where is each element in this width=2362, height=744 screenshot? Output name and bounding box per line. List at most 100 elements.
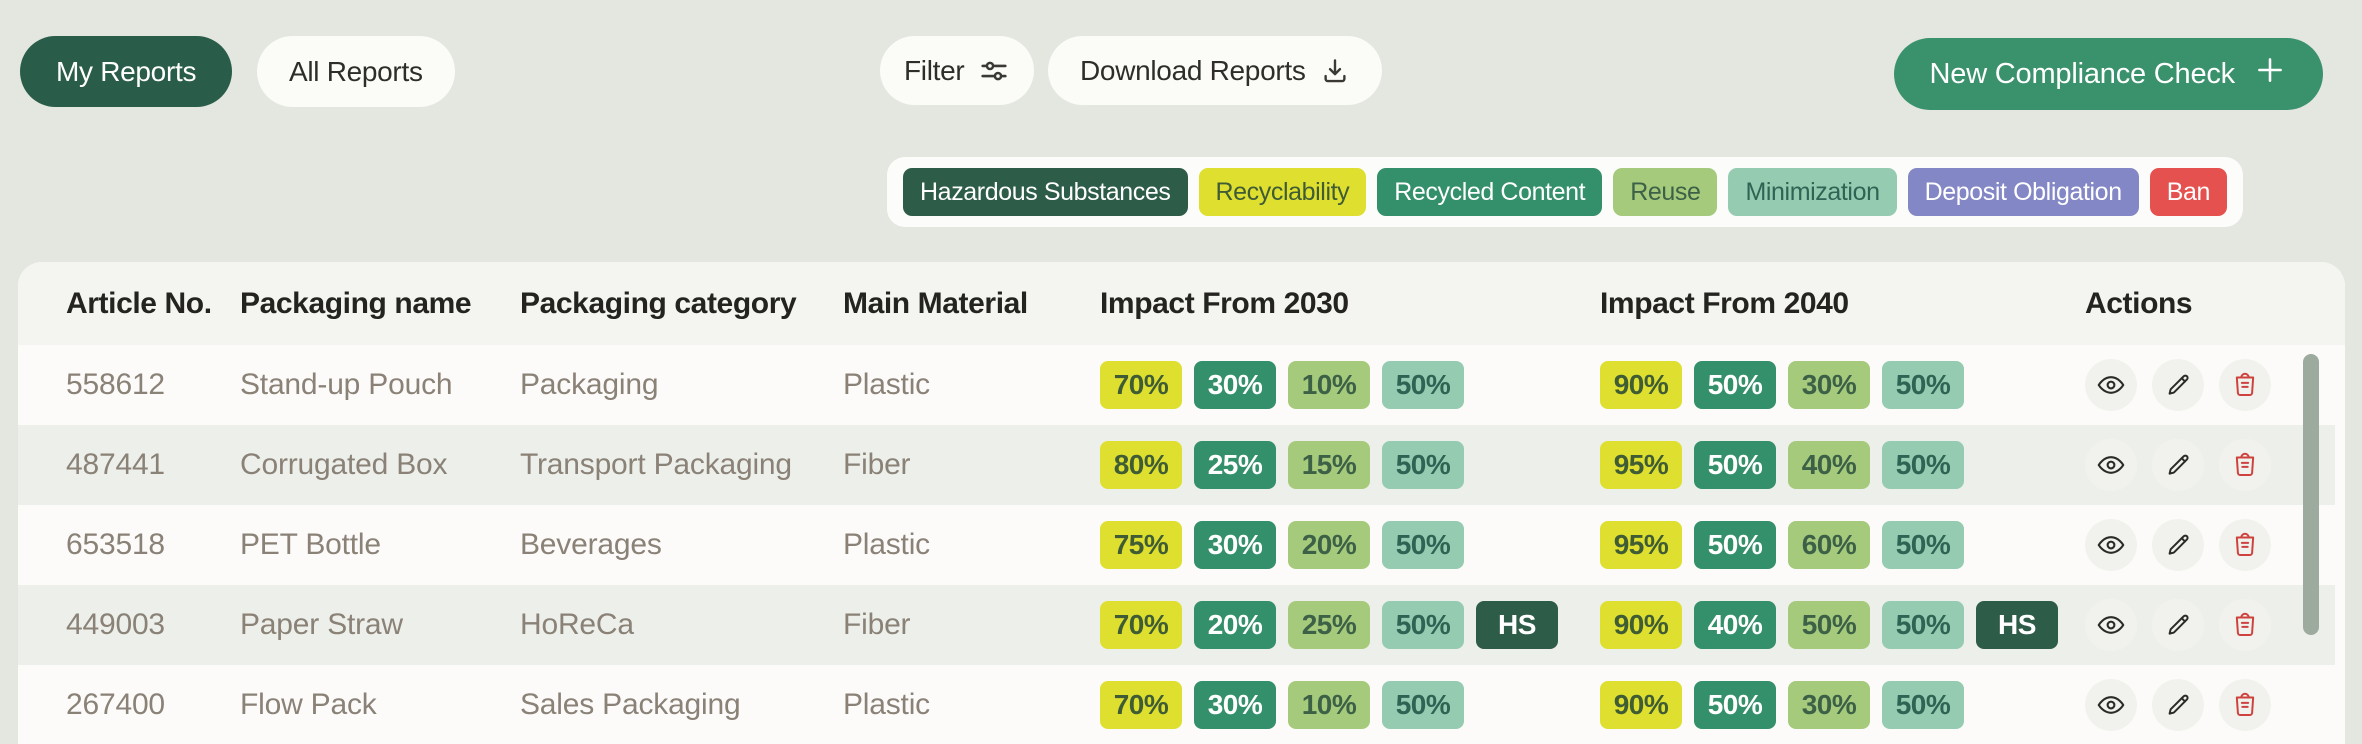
delete-button[interactable] <box>2219 359 2271 411</box>
impact-badge-recyclability: 70% <box>1100 361 1182 409</box>
legend-tag-recyclability[interactable]: Recyclability <box>1199 168 1367 216</box>
impact-badge-recyclability: 90% <box>1600 601 1682 649</box>
reports-table: Article No. Packaging name Packaging cat… <box>18 262 2345 744</box>
delete-button[interactable] <box>2219 679 2271 731</box>
edit-button[interactable] <box>2152 599 2204 651</box>
cell-main-material: Plastic <box>843 688 1100 722</box>
legend-tag-recycled-content[interactable]: Recycled Content <box>1377 168 1602 216</box>
pencil-icon <box>2164 371 2192 399</box>
table-body: 558612 Stand-up Pouch Packaging Plastic … <box>18 345 2345 744</box>
legend-tag-minimization[interactable]: Minimization <box>1728 168 1896 216</box>
trash-icon <box>2231 531 2259 559</box>
cell-article-no: 653518 <box>66 528 240 562</box>
impact-badge-recycled-content: 50% <box>1694 681 1776 729</box>
impact-badge-minimization: 50% <box>1882 521 1964 569</box>
impact-2030-badges: 80%25%15%50% <box>1100 441 1600 489</box>
plus-icon <box>2253 53 2287 95</box>
column-header-main-material: Main Material <box>843 287 1100 321</box>
cell-packaging-category: Transport Packaging <box>520 448 843 482</box>
legend-tag-deposit-obligation[interactable]: Deposit Obligation <box>1908 168 2139 216</box>
impact-badge-recycled-content: 25% <box>1194 441 1276 489</box>
eye-icon <box>2096 610 2126 640</box>
impact-2030-badges: 70%30%10%50% <box>1100 361 1600 409</box>
impact-badge-minimization: 50% <box>1382 361 1464 409</box>
vertical-scrollbar-thumb[interactable] <box>2303 354 2319 635</box>
trash-icon <box>2231 611 2259 639</box>
impact-2040-badges: 90%50%30%50% <box>1600 361 2085 409</box>
column-header-impact-2030: Impact From 2030 <box>1100 287 1600 321</box>
impact-2030-badges: 70%20%25%50%HS <box>1100 601 1600 649</box>
tab-all-reports[interactable]: All Reports <box>257 36 455 107</box>
impact-badge-minimization: 50% <box>1382 601 1464 649</box>
cell-packaging-category: Beverages <box>520 528 843 562</box>
cell-packaging-name: Paper Straw <box>240 608 520 642</box>
impact-badge-recyclability: 75% <box>1100 521 1182 569</box>
impact-badge-recycled-content: 30% <box>1194 681 1276 729</box>
filter-button-label: Filter <box>904 55 964 87</box>
cell-packaging-name: Flow Pack <box>240 688 520 722</box>
impact-badge-reuse: 10% <box>1288 361 1370 409</box>
column-header-packaging-name: Packaging name <box>240 287 520 321</box>
impact-legend: Hazardous SubstancesRecyclabilityRecycle… <box>887 157 2243 227</box>
legend-tag-reuse[interactable]: Reuse <box>1613 168 1717 216</box>
impact-badge-hazardous: HS <box>1976 601 2058 649</box>
delete-button[interactable] <box>2219 599 2271 651</box>
impact-badge-recyclability: 80% <box>1100 441 1182 489</box>
impact-2030-badges: 70%30%10%50% <box>1100 681 1600 729</box>
new-compliance-check-label: New Compliance Check <box>1930 58 2235 91</box>
impact-badge-reuse: 30% <box>1788 361 1870 409</box>
edit-button[interactable] <box>2152 679 2204 731</box>
impact-badge-recycled-content: 30% <box>1194 521 1276 569</box>
trash-icon <box>2231 691 2259 719</box>
tab-my-reports[interactable]: My Reports <box>20 36 232 107</box>
row-actions <box>2085 439 2271 491</box>
cell-packaging-category: HoReCa <box>520 608 843 642</box>
filter-button[interactable]: Filter <box>880 36 1034 105</box>
impact-badge-recycled-content: 40% <box>1694 601 1776 649</box>
view-button[interactable] <box>2085 359 2137 411</box>
edit-button[interactable] <box>2152 359 2204 411</box>
cell-main-material: Plastic <box>843 528 1100 562</box>
table-row: 558612 Stand-up Pouch Packaging Plastic … <box>18 345 2335 425</box>
trash-icon <box>2231 371 2259 399</box>
table-header-row: Article No. Packaging name Packaging cat… <box>18 262 2345 345</box>
impact-badge-recyclability: 95% <box>1600 521 1682 569</box>
impact-badge-recycled-content: 20% <box>1194 601 1276 649</box>
view-button[interactable] <box>2085 599 2137 651</box>
impact-badge-minimization: 50% <box>1382 441 1464 489</box>
column-header-impact-2040: Impact From 2040 <box>1600 287 2085 321</box>
cell-packaging-category: Packaging <box>520 368 843 402</box>
cell-main-material: Fiber <box>843 448 1100 482</box>
edit-button[interactable] <box>2152 519 2204 571</box>
impact-badge-recyclability: 90% <box>1600 681 1682 729</box>
impact-badge-reuse: 25% <box>1288 601 1370 649</box>
view-button[interactable] <box>2085 519 2137 571</box>
column-header-article-no: Article No. <box>66 287 240 321</box>
new-compliance-check-button[interactable]: New Compliance Check <box>1894 38 2323 110</box>
download-reports-button[interactable]: Download Reports <box>1048 36 1382 105</box>
cell-packaging-name: Corrugated Box <box>240 448 520 482</box>
view-button[interactable] <box>2085 439 2137 491</box>
legend-tag-ban[interactable]: Ban <box>2150 168 2227 216</box>
impact-badge-reuse: 15% <box>1288 441 1370 489</box>
impact-badge-hazardous: HS <box>1476 601 1558 649</box>
eye-icon <box>2096 690 2126 720</box>
download-icon <box>1320 56 1350 86</box>
view-button[interactable] <box>2085 679 2137 731</box>
impact-badge-recyclability: 70% <box>1100 601 1182 649</box>
impact-badge-reuse: 60% <box>1788 521 1870 569</box>
impact-2040-badges: 90%50%30%50% <box>1600 681 2085 729</box>
cell-article-no: 487441 <box>66 448 240 482</box>
legend-tag-hazardous[interactable]: Hazardous Substances <box>903 168 1187 216</box>
impact-badge-minimization: 50% <box>1882 361 1964 409</box>
edit-button[interactable] <box>2152 439 2204 491</box>
impact-badge-reuse: 30% <box>1788 681 1870 729</box>
table-row: 653518 PET Bottle Beverages Plastic 75%3… <box>18 505 2335 585</box>
cell-article-no: 558612 <box>66 368 240 402</box>
impact-badge-recyclability: 95% <box>1600 441 1682 489</box>
table-row: 267400 Flow Pack Sales Packaging Plastic… <box>18 665 2335 744</box>
delete-button[interactable] <box>2219 439 2271 491</box>
delete-button[interactable] <box>2219 519 2271 571</box>
impact-badge-minimization: 50% <box>1882 601 1964 649</box>
eye-icon <box>2096 450 2126 480</box>
